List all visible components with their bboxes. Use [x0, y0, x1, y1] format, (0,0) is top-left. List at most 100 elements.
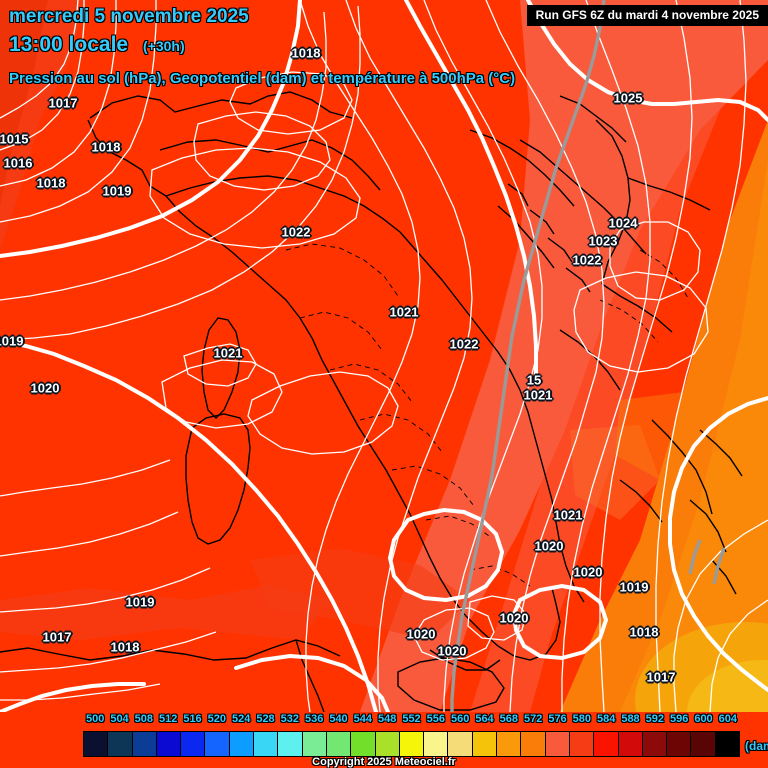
color-swatch	[691, 732, 716, 756]
admin-border-layer	[285, 243, 689, 587]
isobar-label: 1023	[588, 233, 618, 249]
weather-map-canvas[interactable]	[0, 0, 768, 712]
color-swatch	[156, 732, 182, 756]
map-graphic	[0, 0, 768, 712]
isobar-label: 1019	[0, 333, 24, 349]
isobar-label: 1021	[553, 507, 583, 523]
color-swatch	[108, 732, 133, 756]
isobar-label: 1018	[291, 45, 321, 61]
color-swatch	[181, 732, 206, 756]
color-swatch	[667, 732, 692, 756]
color-scale-tick: 596	[669, 713, 689, 725]
color-scale-legend: 500 504 508 512 516 520 524 528 532 536 540 544 548 5…	[0, 712, 768, 768]
isobar-label: 1020	[30, 380, 60, 396]
color-scale-tick: 604	[718, 713, 738, 725]
isobar-label: 1020	[534, 538, 564, 554]
isobar-label: 1015	[0, 131, 29, 147]
isobar-label: 1019	[102, 183, 132, 199]
color-swatch	[399, 732, 425, 756]
color-scale-tick: 500	[85, 713, 105, 725]
color-scale-tick: 552	[402, 713, 421, 725]
color-swatch	[521, 732, 546, 756]
temp-band-j	[250, 548, 470, 640]
isobar-label: 1021	[523, 387, 553, 403]
isobar-label: 1019	[125, 594, 155, 610]
color-swatch	[642, 732, 668, 756]
color-scale-tick: 524	[231, 713, 251, 725]
isobar-label: 15	[526, 372, 542, 388]
color-swatch	[497, 732, 522, 756]
color-scale-unit: (dam)	[745, 739, 768, 753]
isobar-label: 1016	[3, 155, 33, 171]
color-swatch	[375, 732, 400, 756]
color-swatch	[229, 732, 255, 756]
color-swatch	[132, 732, 157, 756]
upper-trough-line	[450, 0, 726, 712]
isobar-label: 1022	[572, 252, 602, 268]
color-swatch	[326, 732, 352, 756]
color-scale-tick: 564	[475, 713, 494, 725]
color-swatch	[302, 732, 327, 756]
temp-band-i	[0, 585, 330, 640]
color-scale-tick: 548	[377, 713, 397, 725]
temp-band-d	[470, 0, 768, 712]
color-scale-tick: 532	[280, 713, 300, 725]
color-scale-tick: 560	[450, 713, 470, 725]
color-swatch	[448, 732, 473, 756]
forecast-hour-offset: (+30h)	[143, 38, 185, 54]
color-swatch	[594, 732, 619, 756]
color-scale-tick: 556	[426, 713, 446, 725]
color-scale-tick: 588	[621, 713, 640, 725]
forecast-time: 13:00 locale	[9, 33, 129, 56]
isobar-label: 1019	[619, 579, 649, 595]
temp-band-b	[0, 0, 48, 205]
isobar-label: 1020	[406, 626, 436, 642]
isobar-label: 1018	[91, 139, 121, 155]
color-swatch	[205, 732, 230, 756]
isobar-label: 1022	[281, 224, 311, 240]
color-scale-tick: 536	[304, 713, 324, 725]
color-swatch	[545, 732, 570, 756]
color-swatch	[618, 732, 643, 756]
color-swatch	[254, 732, 279, 756]
isobar-label: 1024	[608, 215, 638, 231]
thick-contour-layer	[0, 0, 768, 712]
temp-band-f	[620, 160, 768, 712]
color-scale-swatches	[83, 731, 740, 757]
color-swatch	[84, 732, 109, 756]
color-scale-tick: 516	[183, 713, 202, 725]
color-scale-tick: 576	[548, 713, 567, 725]
isobar-label: 1017	[48, 95, 78, 111]
color-scale-tick: 504	[110, 713, 129, 725]
isobar-label: 1017	[646, 669, 676, 685]
color-scale-tick: 568	[499, 713, 519, 725]
map-parameters-title: Pression au sol (hPa), Geopotentiel (dam…	[9, 70, 516, 87]
forecast-date: mercredi 5 novembre 2025	[9, 6, 249, 27]
isobar-label: 1021	[213, 345, 243, 361]
color-scale-tick: 572	[523, 713, 543, 725]
isobar-layer	[0, 0, 768, 712]
isobar-label: 1018	[36, 175, 66, 191]
isobar-label: 1025	[613, 90, 643, 106]
isobar-label: 1022	[449, 336, 479, 352]
isobar-label: 1020	[499, 610, 529, 626]
isobar-label: 1020	[573, 564, 603, 580]
copyright-notice: Copyright 2025 Meteociel.fr	[312, 756, 456, 768]
isobar-label: 1017	[42, 629, 72, 645]
color-scale-ticks: 500 504 508 512 516 520 524 528 532 536 540 544 548 5…	[0, 712, 768, 730]
isobar-label: 1020	[437, 643, 467, 659]
color-swatch	[278, 732, 303, 756]
color-scale-tick: 544	[353, 713, 373, 725]
isobar-label: 1018	[110, 639, 140, 655]
color-scale-tick: 508	[134, 713, 154, 725]
color-scale-tick: 540	[329, 713, 348, 725]
color-swatch	[715, 732, 740, 756]
isobar-label: 1018	[629, 624, 659, 640]
color-scale-tick: 528	[256, 713, 275, 725]
model-run-label: Run GFS 6Z du mardi 4 novembre 2025	[526, 5, 768, 26]
color-swatch	[472, 732, 498, 756]
color-scale-tick: 584	[596, 713, 616, 725]
color-scale-tick: 580	[572, 713, 592, 725]
color-swatch	[351, 732, 376, 756]
